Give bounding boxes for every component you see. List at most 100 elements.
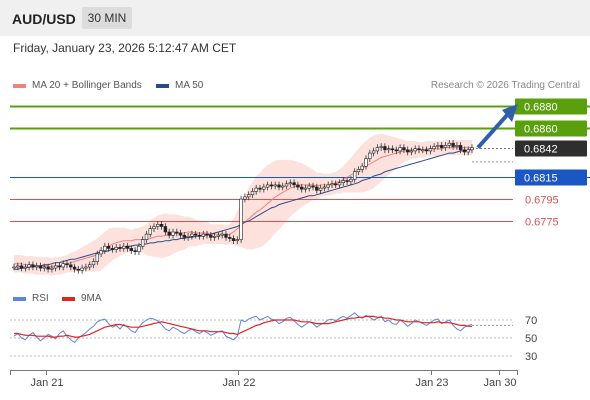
- moving-averages: [14, 147, 472, 270]
- candle: [148, 225, 152, 238]
- legend-ma50: MA 50: [156, 80, 203, 91]
- candle-body: [42, 266, 47, 269]
- level-tag-0.6880: [515, 98, 587, 115]
- legend-9ma: 9MA: [62, 293, 102, 304]
- candle: [122, 242, 126, 252]
- candle: [398, 144, 402, 155]
- candle: [470, 144, 474, 154]
- candle: [333, 180, 338, 189]
- candle: [231, 235, 236, 244]
- candle-body: [341, 180, 345, 184]
- candle: [462, 146, 467, 156]
- level-label-0.6860: 0.6860: [524, 124, 558, 136]
- candle-body: [80, 267, 84, 271]
- rsi-grid: 70 50 30: [10, 315, 537, 363]
- candle-body: [439, 145, 444, 148]
- candle-body: [364, 158, 368, 167]
- candle-body: [23, 266, 28, 269]
- candle-body: [171, 231, 175, 236]
- x-tick-label: Jan 22: [222, 377, 255, 389]
- candle: [152, 223, 156, 232]
- candle: [402, 144, 406, 154]
- candle: [349, 176, 353, 185]
- rsi-lines: [13, 312, 513, 344]
- timeframe-button[interactable]: 30 MIN: [82, 7, 132, 29]
- candle: [16, 262, 20, 271]
- bollinger-band-area: [14, 133, 472, 276]
- rsi-tick-30: 30: [525, 351, 537, 363]
- candle-body: [156, 224, 160, 227]
- top-toolbar: AUD/USD 30 MIN: [0, 0, 590, 36]
- candle: [31, 261, 35, 271]
- candle: [371, 147, 376, 157]
- candle: [46, 263, 50, 273]
- candle-body: [254, 187, 258, 192]
- candle-body: [292, 182, 296, 186]
- x-tick-label: Jan 30: [483, 377, 516, 389]
- candle: [106, 242, 111, 252]
- candle: [458, 142, 463, 154]
- rsi-tick-50: 50: [525, 333, 537, 345]
- candle: [125, 242, 130, 252]
- candle-body: [269, 184, 274, 187]
- candle: [159, 221, 164, 230]
- candle-body: [458, 145, 463, 151]
- candle-body: [455, 145, 459, 147]
- candle-body: [133, 250, 137, 253]
- candle: [175, 228, 179, 237]
- rsi-legend-label: RSI: [32, 293, 49, 304]
- projection-arrow: [476, 104, 518, 149]
- candle-body: [197, 234, 202, 237]
- candle-body: [228, 237, 232, 239]
- x-tick-label: Jan 23: [415, 377, 448, 389]
- candle-body: [88, 264, 92, 268]
- candle: [239, 195, 243, 243]
- candle: [34, 262, 39, 271]
- candle: [428, 145, 433, 155]
- candle-body: [224, 233, 228, 238]
- candle: [292, 179, 296, 189]
- candle-body: [34, 265, 39, 268]
- candle-body: [311, 185, 315, 188]
- candle: [235, 236, 239, 244]
- candle-body: [16, 265, 20, 268]
- candle-body: [360, 165, 364, 170]
- candle-body: [284, 183, 289, 187]
- candle: [167, 228, 171, 239]
- candle-body: [375, 147, 380, 152]
- candle: [91, 258, 96, 269]
- candle: [254, 184, 258, 195]
- candle: [250, 188, 255, 198]
- rsi-line: [13, 312, 473, 344]
- level-label-0.6775: 0.6775: [525, 217, 559, 229]
- candle-body: [178, 232, 183, 236]
- candle: [364, 155, 368, 170]
- candle: [386, 145, 391, 154]
- candle: [50, 264, 54, 273]
- candle-body: [390, 148, 395, 151]
- candle: [296, 181, 300, 191]
- candle: [23, 263, 28, 272]
- candle-body: [106, 245, 111, 249]
- candle: [12, 263, 16, 271]
- candle: [417, 145, 421, 154]
- chart-panel: [0, 36, 590, 400]
- candle-body: [84, 266, 88, 269]
- candle-body: [250, 191, 255, 195]
- candle-body: [201, 233, 205, 237]
- price-levels: 0.6880 0.6860 0.6842 0.6815 0.6795 0.6775: [10, 98, 590, 229]
- candle-body: [129, 248, 133, 251]
- candle: [61, 260, 65, 271]
- candle-body: [91, 261, 96, 266]
- candle-body: [315, 186, 319, 191]
- candle: [262, 183, 266, 193]
- candle-body: [402, 147, 406, 151]
- candle: [466, 146, 470, 156]
- candle-body: [280, 185, 285, 188]
- candle: [42, 263, 47, 272]
- candle-body: [258, 187, 262, 190]
- legend-ma20: MA 20 + Bollinger Bands: [13, 80, 142, 91]
- ma9-swatch: [62, 296, 75, 301]
- rsi-tick-70: 70: [525, 315, 537, 327]
